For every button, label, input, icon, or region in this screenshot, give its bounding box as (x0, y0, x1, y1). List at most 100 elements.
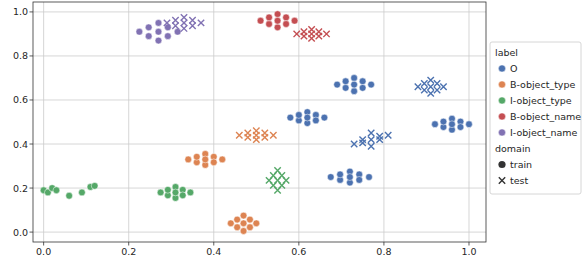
legend-box (490, 42, 581, 194)
legend-title: domain (495, 143, 531, 154)
point (189, 23, 195, 29)
legend-label: I-object_type (510, 95, 572, 106)
point (266, 14, 273, 21)
point (359, 78, 366, 85)
point (164, 186, 171, 193)
point (53, 187, 60, 194)
legend-label: B-object_name (510, 111, 581, 122)
point (202, 156, 209, 163)
y-grid-line (33, 144, 486, 145)
y-grid-line (33, 55, 486, 56)
point (376, 136, 382, 142)
legend-marker (499, 177, 505, 183)
marks (40, 11, 472, 235)
point (351, 141, 357, 147)
point (308, 31, 314, 37)
x-tick-label: 0.2 (121, 246, 136, 257)
point (193, 153, 200, 160)
point (283, 14, 290, 21)
point (316, 33, 322, 39)
x-tick (298, 242, 299, 246)
x-tick (383, 242, 384, 246)
legend-label: O (510, 63, 517, 74)
point (227, 220, 234, 227)
point (291, 17, 298, 24)
point (428, 77, 434, 83)
point (240, 212, 247, 219)
y-tick (30, 55, 34, 56)
y-tick-label: 0.6 (13, 94, 28, 105)
y-tick-label: 0.8 (13, 50, 28, 61)
point (440, 118, 447, 125)
y-tick-label: 0.4 (13, 139, 28, 150)
point (351, 88, 358, 95)
point (240, 228, 247, 235)
chart: 0.00.20.40.60.81.00.00.20.40.60.81.0labe… (0, 0, 584, 258)
y-grid-line (33, 232, 486, 233)
x-tick-label: 0.4 (206, 246, 221, 257)
plot-background (33, 2, 486, 242)
point (274, 11, 281, 18)
point (283, 21, 290, 28)
point (359, 140, 365, 146)
y-tick (30, 144, 34, 145)
point (434, 87, 440, 93)
point (376, 133, 382, 139)
point (79, 189, 86, 196)
point (245, 130, 251, 136)
point (145, 33, 152, 40)
point (342, 78, 349, 85)
x-grid-line (128, 2, 129, 242)
x-tick (128, 242, 129, 246)
legend-title: label (495, 47, 518, 58)
x-tick-label: 0.8 (376, 246, 391, 257)
point (428, 84, 434, 90)
point (155, 20, 162, 27)
point (174, 28, 181, 35)
legend-marker (498, 161, 505, 168)
point (257, 17, 264, 24)
point (295, 112, 302, 119)
point (432, 121, 439, 128)
x-tick (43, 242, 44, 246)
point (172, 189, 179, 196)
point (421, 80, 427, 86)
point (66, 192, 73, 199)
point (368, 130, 374, 136)
point (189, 17, 195, 23)
point (351, 81, 358, 88)
point (210, 159, 217, 166)
point (323, 31, 329, 37)
point (359, 136, 365, 142)
point (270, 132, 276, 138)
point (321, 114, 328, 121)
point (312, 117, 319, 124)
y-tick-label: 1.0 (13, 6, 28, 17)
point (145, 24, 152, 31)
point (172, 23, 178, 29)
legend-swatch (498, 129, 505, 136)
point (266, 21, 273, 28)
x-grid-line (213, 2, 214, 242)
point (421, 87, 427, 93)
point (274, 177, 280, 183)
x-tick (468, 242, 469, 246)
point (187, 189, 194, 196)
point (385, 132, 391, 138)
x-tick-label: 0.0 (36, 246, 51, 257)
y-grid-line (33, 99, 486, 100)
legend-label: test (510, 175, 529, 186)
point (359, 84, 366, 91)
x-grid-line (43, 2, 44, 242)
point (219, 156, 226, 163)
legend-label: B-object_type (510, 79, 576, 90)
point (185, 156, 192, 163)
legend-swatch (498, 81, 505, 88)
point (164, 33, 171, 40)
point (247, 216, 254, 223)
point (181, 20, 187, 26)
plot-frame (33, 2, 486, 242)
point (247, 224, 254, 231)
legend-label: train (510, 159, 532, 170)
point (428, 90, 434, 96)
